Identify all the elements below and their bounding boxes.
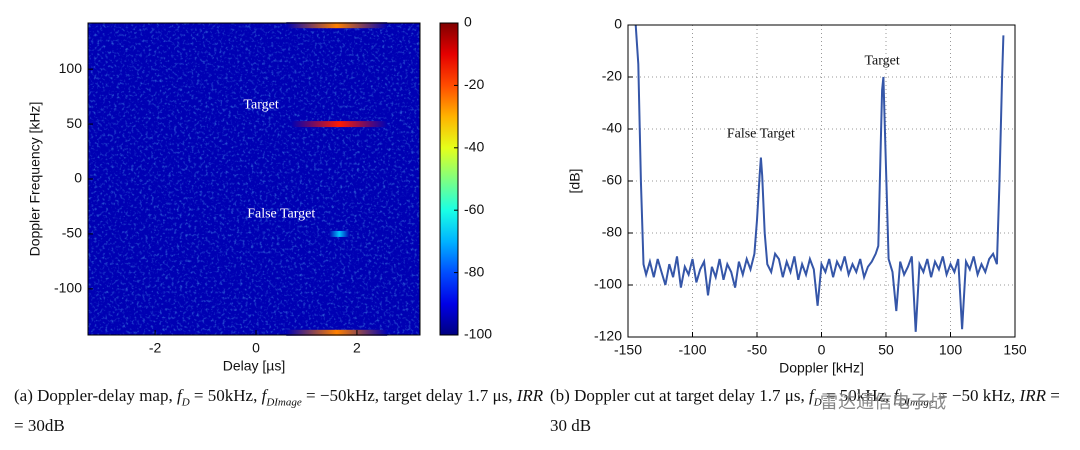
colorbar-tick-label: -100 — [464, 326, 492, 342]
plot-frame — [627, 24, 1016, 338]
y-tick-label: 0 — [614, 16, 622, 32]
y-tick-label: -120 — [594, 328, 622, 344]
caption-text: IRR — [516, 386, 544, 405]
caption-text: (a) Doppler-delay map, — [14, 386, 177, 405]
y-tick-label: -60 — [602, 172, 622, 188]
y-tick-label: -20 — [602, 68, 622, 84]
y-tick-label: 0 — [74, 170, 82, 186]
y-axis-label: Doppler Frequency [kHz] — [27, 102, 43, 257]
annotation: Target — [864, 54, 899, 69]
x-tick-label: 50 — [878, 342, 894, 358]
x-tick-label: -100 — [678, 342, 706, 358]
x-tick-label: 100 — [939, 342, 963, 358]
caption-text: D — [813, 396, 822, 409]
caption-a: (a) Doppler-delay map, fD = 50kHz, fDIma… — [14, 384, 544, 437]
line — [634, 24, 1005, 332]
streak — [329, 230, 350, 237]
caption-text: DImage — [266, 396, 302, 409]
x-axis-label: Doppler [kHz] — [779, 360, 864, 376]
caption-text: D — [181, 396, 190, 409]
y-axis-label: [dB] — [567, 169, 583, 194]
colorbar-tick-label: -20 — [464, 76, 484, 92]
colorbar-tick-label: 0 — [464, 14, 472, 30]
heatmap-texture — [88, 23, 420, 335]
streak — [286, 22, 388, 29]
y-tick-label: -100 — [54, 280, 82, 296]
y-tick-label: 50 — [66, 115, 82, 131]
colorbar — [439, 22, 459, 336]
x-tick-label: 0 — [818, 342, 826, 358]
colorbar-tick-label: -40 — [464, 139, 484, 155]
y-tick-label: -40 — [602, 120, 622, 136]
annotation: Target — [243, 98, 278, 113]
caption-text: = −50kHz, target delay 1.7 μs, — [301, 386, 517, 405]
annotation: False Target — [727, 126, 795, 141]
x-tick-label: 2 — [353, 340, 361, 356]
caption-text: f — [809, 386, 814, 405]
x-tick-label: 0 — [252, 340, 260, 356]
watermark: 雷达通信电子战 — [820, 392, 946, 413]
caption-text: f — [261, 386, 267, 405]
x-tick-label: -50 — [747, 342, 767, 358]
caption-b: (b) Doppler cut at target delay 1.7 μs, … — [550, 384, 1080, 437]
x-tick-label: -150 — [614, 342, 642, 358]
caption-text: = 50kHz, — [189, 386, 262, 405]
annotation: False Target — [247, 206, 315, 221]
caption-text: IRR — [1019, 386, 1046, 405]
x-tick-label: -2 — [149, 340, 162, 356]
caption-text: = 30 dB — [550, 386, 1060, 436]
y-tick-label: 100 — [59, 60, 83, 76]
colorbar-tick-label: -60 — [464, 201, 484, 217]
colorbar-tick-label: -80 — [464, 263, 484, 279]
streak — [286, 329, 388, 336]
x-tick-label: 150 — [1003, 342, 1027, 358]
caption-text: = 30dB — [14, 416, 65, 436]
caption-text: DImage — [898, 396, 934, 409]
caption-text: = −50 kHz, — [933, 386, 1020, 405]
y-tick-label: -100 — [594, 276, 622, 292]
x-axis-label: Delay [µs] — [223, 358, 286, 374]
caption-text: (b) Doppler cut at target delay 1.7 μs, — [550, 386, 810, 405]
y-tick-label: -50 — [62, 225, 82, 241]
caption-text: f — [893, 386, 899, 405]
caption-text: f — [176, 386, 182, 405]
y-tick-label: -80 — [602, 224, 622, 240]
streak — [291, 121, 388, 128]
caption-text: = 50kHz, — [821, 386, 894, 405]
